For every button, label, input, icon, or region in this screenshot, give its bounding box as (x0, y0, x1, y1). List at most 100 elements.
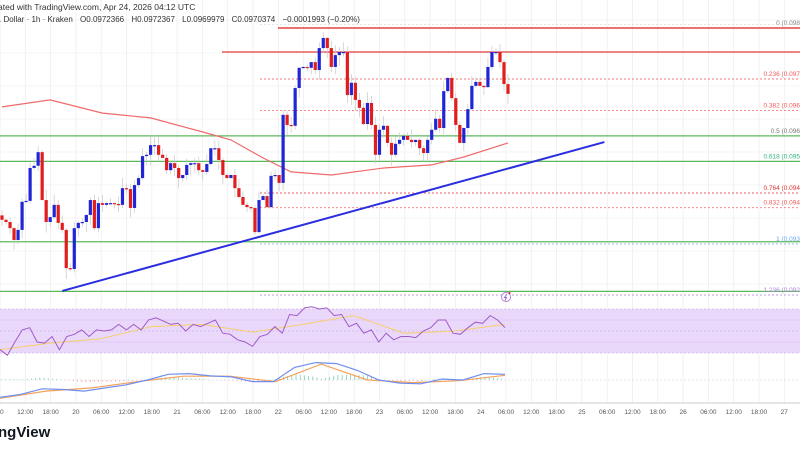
candle-down (385, 125, 390, 143)
fibonacci-retracement[interactable]: 0 (0.098537) 0.236 (0.097376) 0.382 (0.096… (260, 20, 800, 296)
time-tick-label: 18:00 (144, 409, 161, 416)
watermark-text: ated with TradingView.com, Apr 24, 2026 … (0, 2, 196, 12)
candle-up (148, 145, 153, 155)
candle-down (40, 152, 44, 201)
time-tick-label: 18:00 (346, 409, 363, 416)
candle-down (305, 66, 309, 69)
candle-down (345, 52, 349, 96)
time-tick-label: 12:00 (220, 409, 237, 416)
candle-up (446, 77, 450, 92)
time-tick-label: 12:00 (118, 409, 135, 416)
time-tick-label: 06:00 (700, 409, 717, 416)
candle-up (393, 143, 398, 155)
candle-up (397, 139, 402, 144)
candle-down (498, 52, 502, 63)
time-tick-label: 27 (781, 409, 789, 416)
time-tick-label: 22 (275, 409, 283, 416)
tradingview-logo: ngView (0, 424, 51, 441)
candle-down (165, 157, 169, 171)
candle-down (329, 48, 333, 67)
candle-down (410, 139, 414, 143)
fib-level-label: 0 (0.098537) (776, 20, 800, 27)
candle-down (506, 84, 510, 94)
time-tick-label: 06:00 (194, 409, 211, 416)
candle-up (377, 129, 382, 155)
candle-down (157, 145, 161, 155)
candle-down (422, 148, 426, 154)
candle-up (28, 167, 32, 201)
candle-up (414, 139, 418, 143)
candle-up (104, 203, 109, 205)
candle-up (136, 178, 141, 186)
time-tick-label: 18:00 (751, 409, 768, 416)
candle-up (317, 48, 321, 71)
candle-up (229, 175, 233, 179)
rsi-ma-line (0, 315, 506, 351)
candle-down (225, 175, 229, 179)
candle-down (438, 118, 442, 129)
candle-down (64, 229, 68, 269)
horizontal-lines (0, 27, 800, 293)
candle-down (68, 268, 72, 270)
alert-icon[interactable] (501, 292, 511, 302)
candle-down (265, 196, 269, 208)
time-tick-label: 06:00 (599, 409, 616, 416)
candle-up (321, 37, 325, 49)
time-tick-label: 06:00 (295, 409, 312, 416)
candle-down (161, 154, 165, 158)
high-value: H0.0972367 (131, 15, 175, 24)
candle-down (373, 124, 378, 155)
time-tick-label: 26 (679, 409, 687, 416)
candle-up (309, 62, 313, 68)
rsi-panel (0, 306, 800, 356)
candle-up (297, 67, 301, 89)
candle-up (349, 82, 353, 96)
candle-down (478, 81, 482, 86)
time-tick-label: 12:00 (17, 409, 34, 416)
macd-line (0, 361, 506, 398)
candle-down (285, 114, 289, 125)
fib-level-label: 0.618 (0.095498) (763, 153, 800, 160)
candle-up (269, 175, 273, 208)
candle-up (88, 200, 92, 215)
candle-up (462, 128, 466, 143)
candle-up (193, 163, 197, 165)
candle-up (257, 200, 261, 233)
time-tick-label: 06:00 (397, 409, 414, 416)
candle-down (502, 62, 506, 85)
candle-up (293, 88, 297, 126)
time-tick-label: 20 (72, 409, 80, 416)
time-tick-label: 06:00 (93, 409, 110, 416)
candle-down (406, 135, 410, 140)
candle-up (281, 114, 285, 183)
candle-down (245, 204, 249, 208)
candle-down (116, 203, 121, 206)
candle-down (353, 82, 357, 100)
candle-down (450, 77, 454, 99)
candle-down (289, 124, 293, 127)
time-tick-label: 18:00 (447, 409, 464, 416)
candle-up (442, 91, 446, 129)
candle-down (44, 200, 48, 222)
low-value: L0.0969979 (182, 15, 225, 24)
candle-up (189, 163, 193, 165)
fib-level-label: 0.5 (0.096078) (771, 128, 800, 135)
candle-down (217, 148, 221, 161)
candle-up (301, 66, 305, 69)
fib-level-label: 0.382 (0.096658) (763, 103, 800, 110)
candle-up (494, 52, 498, 54)
moving-average-line (1, 99, 509, 176)
open-value: O0.0972366 (80, 15, 125, 24)
time-tick-label: 25 (578, 409, 586, 416)
candle-up (36, 152, 40, 166)
candle-up (430, 129, 434, 140)
change-value: −0.0001993 (−0.20%) (282, 15, 360, 24)
candle-up (16, 229, 20, 241)
candle-up (48, 217, 52, 222)
trendline[interactable] (61, 141, 605, 292)
candle-up (381, 125, 386, 130)
time-tick-label: 12:00 (726, 409, 743, 416)
candle-down (482, 85, 486, 88)
candle-up (20, 201, 24, 230)
